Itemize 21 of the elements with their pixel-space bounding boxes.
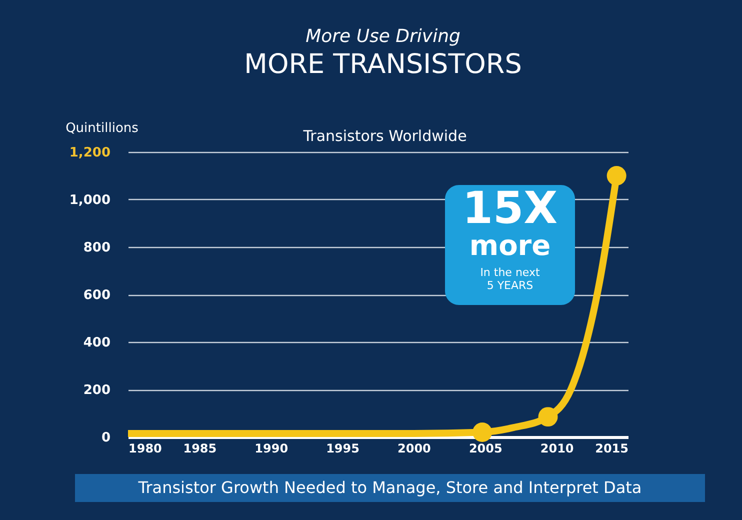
- y-tick-label: 200: [83, 383, 110, 398]
- y-tick-label: 1,000: [69, 193, 110, 208]
- chart-subtitle: More Use Driving: [306, 26, 460, 47]
- y-tick-label: 400: [83, 336, 110, 350]
- y-axis-title: Quintillions: [66, 121, 139, 136]
- y-tick-label: 600: [83, 288, 110, 303]
- x-tick-label: 1985: [183, 442, 217, 456]
- x-tick-label: 1995: [326, 442, 360, 456]
- annotation: 15X more In the next 5 YEARS: [462, 183, 558, 292]
- y-tick-label: 0: [101, 430, 110, 446]
- x-tick-label: 2000: [398, 442, 431, 456]
- x-tick-label: 2015: [595, 442, 628, 456]
- chart-title: MORE TRANSISTORS: [244, 49, 522, 80]
- x-tick-label: 1980: [128, 442, 162, 456]
- x-tick-label: 2005: [468, 442, 502, 456]
- text: Transistor Growth Needed to Manage, Store and Interpret Data: [137, 478, 642, 497]
- y-tick-label: 1,200: [69, 146, 110, 160]
- y-tick-label: 800: [83, 240, 110, 256]
- x-tick-label: 2010: [540, 442, 574, 456]
- x-tick-label: 1990: [254, 442, 288, 456]
- text: Transistors Worldwide: [302, 127, 467, 145]
